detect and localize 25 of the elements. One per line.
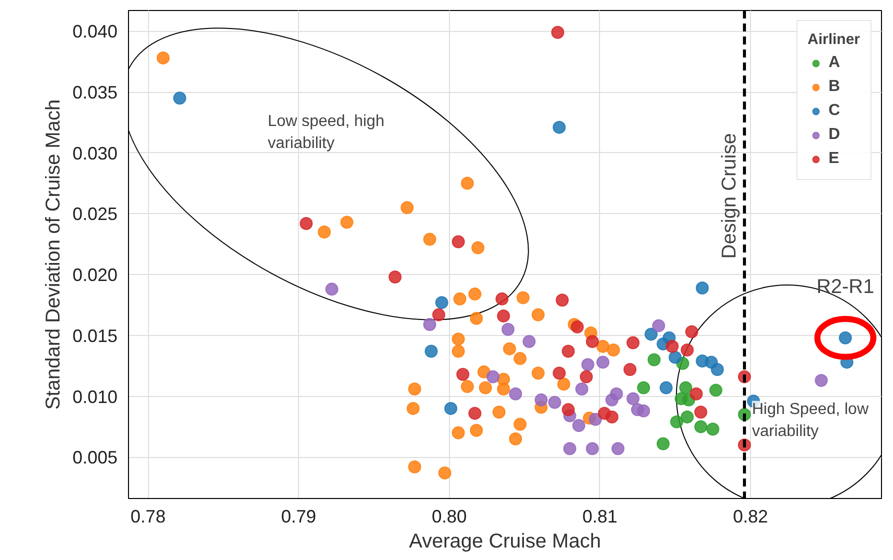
y-tick-label: 0.035 <box>72 82 118 103</box>
y-tick-label: 0.040 <box>72 22 118 42</box>
x-tick-label: 0.79 <box>281 506 316 526</box>
legend-label: D <box>828 126 842 144</box>
y-tick-label: 0.015 <box>72 326 118 346</box>
x-tick-label: 0.81 <box>582 506 618 526</box>
y-tick-label: 0.020 <box>72 265 118 286</box>
y-tick-label: 0.025 <box>72 204 118 224</box>
x-tick-label: 0.80 <box>432 506 467 526</box>
annotation: R2-R1 <box>816 276 874 298</box>
ref-line-label: Design Cruise <box>718 133 740 259</box>
x-axis-title: Average Cruise Mach <box>409 530 601 552</box>
y-axis-title: Standard Deviation of Cruise Mach <box>42 99 64 410</box>
y-tick-label: 0.030 <box>72 143 118 164</box>
y-tick-label: 0.010 <box>72 386 118 407</box>
legend-label: E <box>828 150 840 168</box>
legend-title: Airliner <box>807 31 860 48</box>
legend-label: B <box>828 78 842 96</box>
annotation: High Speed, low variability <box>752 400 869 440</box>
y-tick-label: 0.005 <box>72 448 118 468</box>
x-tick-label: 0.78 <box>130 506 166 526</box>
annotation: Low speed, high variability <box>268 112 384 152</box>
x-tick-label: 0.82 <box>732 506 768 526</box>
legend-label: A <box>828 54 842 72</box>
legend-label: C <box>828 102 842 120</box>
